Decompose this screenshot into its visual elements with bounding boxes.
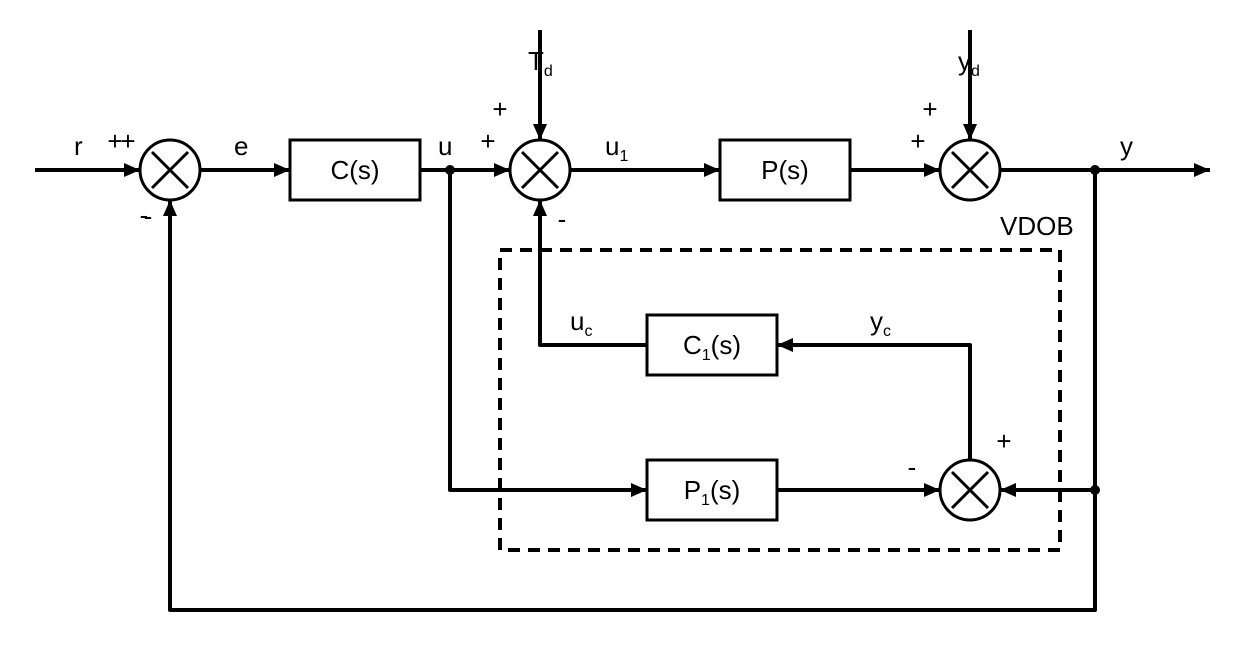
sign-s4-left: -: [908, 452, 917, 482]
signal-uc: uc: [570, 306, 592, 340]
wire-yc: [777, 345, 970, 460]
label-p1: P1(s): [684, 475, 741, 509]
label-c: C(s): [330, 155, 379, 185]
wire-feedback: [170, 170, 1095, 610]
signal-td: Td: [528, 46, 553, 80]
node-y-tap2: [1090, 485, 1100, 495]
summer-disturbance: [510, 140, 570, 200]
signal-r: r: [74, 131, 83, 161]
sign-s4-top: +: [996, 426, 1011, 456]
s1-plus: +: [120, 126, 135, 156]
signal-e: e: [234, 131, 248, 161]
label-p: P(s): [761, 155, 809, 185]
sign-s2-left: +: [480, 126, 495, 156]
node-u-tap: [445, 165, 455, 175]
summer-vdob: [940, 460, 1000, 520]
signal-u1: u1: [605, 131, 628, 165]
sign-s1-bot: -: [144, 201, 153, 231]
vdob-title: VDOB: [1000, 211, 1074, 241]
signal-yd: yd: [958, 46, 980, 80]
block-diagram: VDOB C(s) P(s) C1(s) P1(s) r e u u1 y Td yd uc yc + - + -…: [0, 0, 1239, 665]
wire-u-to-p1: [450, 170, 647, 490]
sign-s3-top: +: [922, 94, 937, 124]
signal-y: y: [1120, 131, 1133, 161]
wire-uc: [540, 200, 647, 345]
summer-output: [940, 140, 1000, 200]
signal-yc: yc: [870, 306, 891, 340]
sign-s2-bot: -: [558, 204, 567, 234]
label-c1: C1(s): [683, 330, 741, 364]
node-y-tap: [1090, 165, 1100, 175]
sign-s1-top: +: [107, 126, 122, 156]
summer-error: [140, 140, 200, 200]
sign-s2-top: +: [492, 94, 507, 124]
sign-s3-left: +: [910, 126, 925, 156]
signal-u: u: [438, 131, 452, 161]
